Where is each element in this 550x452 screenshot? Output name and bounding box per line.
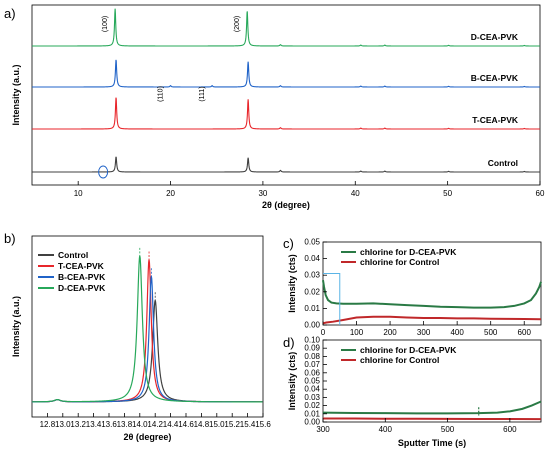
x-tick-label-b: 13.4 — [86, 420, 102, 429]
plot-frame-b — [31, 235, 264, 418]
x-tick-label-b: 13.2 — [70, 420, 86, 429]
x-tick-label-b: 12.8 — [40, 420, 56, 429]
series-label-t-cea-pvk: T-CEA-PVK — [472, 115, 519, 125]
x-tick-label-a: 40 — [351, 189, 360, 198]
x-tick-label-a: 20 — [166, 189, 175, 198]
series-line-d-cea-pvk — [32, 8, 540, 47]
legend-label-b-cea-pvk: B-CEA-PVK — [58, 272, 106, 282]
x-tick-label-c: 600 — [518, 328, 532, 337]
y-tick-label-c: 0.05 — [304, 238, 320, 247]
legend-label-t-cea-pvk: T-CEA-PVK — [58, 261, 105, 271]
series-label-b-cea-pvk: B-CEA-PVK — [471, 73, 519, 83]
y-tick-label-c: 0.04 — [304, 254, 320, 263]
x-tick-label-b: 14.2 — [147, 420, 163, 429]
x-tick-label-b: 13.0 — [55, 420, 71, 429]
y-tick-label-d: 0.04 — [304, 385, 320, 394]
y-tick-label-d: 0.10 — [304, 336, 320, 345]
peak-annotation: (110) — [158, 86, 165, 102]
panel-label-d: d) — [283, 335, 295, 350]
y-tick-label-d: 0.00 — [304, 418, 320, 427]
x-tick-label-a: 60 — [536, 189, 545, 198]
circle-marker — [98, 165, 109, 179]
series-line-d — [323, 417, 542, 421]
series-line-c — [322, 280, 542, 309]
x-axis-title-b: 2θ (degree) — [124, 432, 172, 442]
x-tick-label-b: 14.0 — [132, 420, 148, 429]
x-tick-label-b: 13.6 — [101, 420, 117, 429]
y-tick-label-d: 0.05 — [304, 377, 320, 386]
y-tick-label-c: 0.00 — [304, 321, 320, 330]
x-tick-label-a: 30 — [258, 189, 267, 198]
x-axis-title-a: 2θ (degree) — [262, 200, 310, 210]
series-line-control — [32, 156, 540, 173]
y-axis-title-c: Intensity (cts) — [287, 254, 297, 313]
x-tick-label-c: 500 — [484, 328, 498, 337]
legend-label-c: chlorine for Control — [360, 257, 439, 267]
y-tick-label-d: 0.09 — [304, 344, 320, 353]
series-line-t-cea-pvk — [32, 97, 540, 130]
peak-annotation: (200) — [234, 16, 241, 32]
x-tick-label-b: 14.6 — [178, 420, 194, 429]
x-tick-label-c: 200 — [383, 328, 397, 337]
x-tick-label-a: 10 — [74, 189, 83, 198]
y-tick-label-d: 0.06 — [304, 368, 320, 377]
x-tick-label-d: 400 — [379, 425, 393, 434]
x-tick-label-c: 300 — [417, 328, 431, 337]
x-tick-label-b: 15.4 — [240, 420, 256, 429]
y-tick-label-c: 0.03 — [304, 271, 320, 280]
legend-label-c: chlorine for D-CEA-PVK — [360, 247, 457, 257]
panel-label-a: a) — [4, 6, 16, 21]
series-line-c — [322, 315, 542, 325]
y-tick-label-d: 0.02 — [304, 401, 320, 410]
x-tick-label-b: 13.8 — [117, 420, 133, 429]
y-axis-title-b: Intensity (a.u.) — [11, 296, 21, 357]
legend-label-control: Control — [58, 250, 88, 260]
chart-panel-a: Control T-CEA-PVK B-CEA-PVK D-CEA-PVK (100) (… — [11, 4, 545, 210]
peak-annotation: (100) — [102, 16, 109, 32]
y-tick-label-d: 0.07 — [304, 360, 320, 369]
y-tick-label-c: 0.02 — [304, 287, 320, 296]
y-tick-label-d: 0.01 — [304, 409, 320, 418]
series-line-b-cea-pvk — [32, 59, 540, 88]
x-tick-label-d: 300 — [316, 425, 330, 434]
y-tick-label-d: 0.08 — [304, 352, 320, 361]
x-tick-label-b: 15.2 — [224, 420, 240, 429]
x-axis-title-d: Sputter Time (s) — [398, 438, 466, 448]
y-tick-label-c: 0.01 — [304, 304, 320, 313]
legend-label-d: chlorine for D-CEA-PVK — [360, 345, 457, 355]
x-tick-label-b: 15.6 — [255, 420, 271, 429]
panel-label-b: b) — [4, 231, 16, 246]
x-tick-label-c: 0 — [321, 328, 326, 337]
legend-label-d-cea-pvk: D-CEA-PVK — [58, 283, 106, 293]
y-axis-title-d: Intensity (cts) — [287, 352, 297, 411]
x-tick-label-b: 14.8 — [194, 420, 210, 429]
x-tick-label-d: 500 — [441, 425, 455, 434]
legend-label-d: chlorine for Control — [360, 355, 439, 365]
x-tick-label-c: 100 — [350, 328, 364, 337]
x-tick-label-b: 15.0 — [209, 420, 225, 429]
highlight-box — [323, 273, 341, 325]
plot-frame-a — [31, 4, 541, 186]
series-label-d-cea-pvk: D-CEA-PVK — [471, 32, 519, 42]
y-axis-title-a: Intensity (a.u.) — [11, 64, 21, 125]
x-tick-label-d: 600 — [503, 425, 517, 434]
y-tick-label-d: 0.03 — [304, 393, 320, 402]
x-tick-label-b: 14.4 — [163, 420, 179, 429]
series-line-d-cea-pvk — [32, 255, 263, 403]
series-label-control: Control — [488, 158, 518, 168]
x-tick-label-c: 400 — [450, 328, 464, 337]
panel-label-c: c) — [283, 236, 294, 251]
series-line-d — [322, 400, 542, 415]
peak-annotation: (111) — [199, 86, 206, 101]
x-tick-label-a: 50 — [443, 189, 452, 198]
